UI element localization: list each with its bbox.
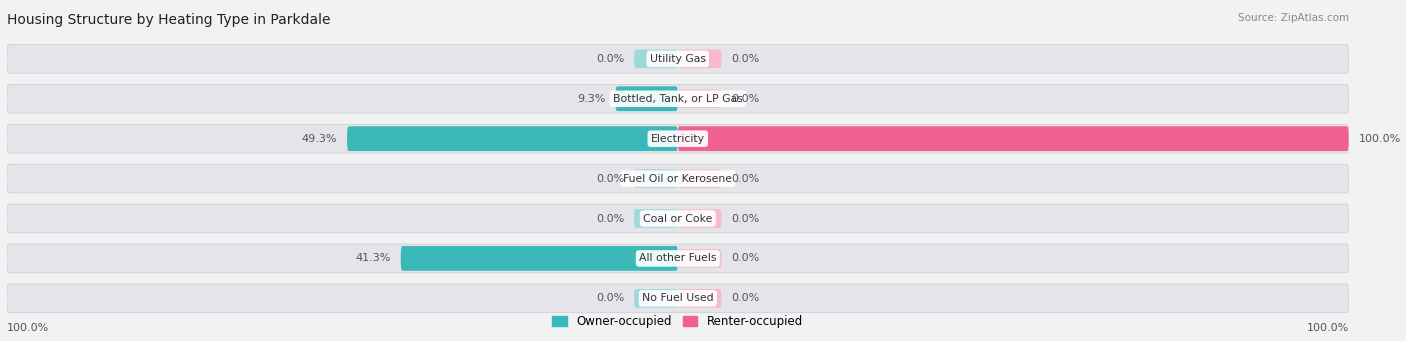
- FancyBboxPatch shape: [634, 289, 678, 308]
- Text: 0.0%: 0.0%: [731, 293, 759, 303]
- FancyBboxPatch shape: [678, 89, 721, 108]
- Text: 0.0%: 0.0%: [731, 253, 759, 264]
- FancyBboxPatch shape: [634, 169, 678, 188]
- Text: 0.0%: 0.0%: [731, 213, 759, 223]
- Text: Coal or Coke: Coal or Coke: [643, 213, 713, 223]
- FancyBboxPatch shape: [678, 49, 721, 68]
- Text: Fuel Oil or Kerosene: Fuel Oil or Kerosene: [623, 174, 733, 183]
- FancyBboxPatch shape: [678, 209, 721, 228]
- Text: 0.0%: 0.0%: [596, 213, 624, 223]
- Text: All other Fuels: All other Fuels: [640, 253, 717, 264]
- Text: 100.0%: 100.0%: [7, 323, 49, 333]
- Text: 0.0%: 0.0%: [596, 54, 624, 64]
- FancyBboxPatch shape: [7, 284, 1348, 313]
- Text: 0.0%: 0.0%: [731, 54, 759, 64]
- FancyBboxPatch shape: [401, 246, 678, 271]
- Text: 0.0%: 0.0%: [731, 94, 759, 104]
- Text: 49.3%: 49.3%: [301, 134, 337, 144]
- Text: Housing Structure by Heating Type in Parkdale: Housing Structure by Heating Type in Par…: [7, 13, 330, 27]
- Text: 100.0%: 100.0%: [1358, 134, 1400, 144]
- Legend: Owner-occupied, Renter-occupied: Owner-occupied, Renter-occupied: [548, 310, 808, 333]
- Text: Source: ZipAtlas.com: Source: ZipAtlas.com: [1237, 13, 1348, 23]
- Text: 0.0%: 0.0%: [596, 174, 624, 183]
- FancyBboxPatch shape: [7, 124, 1348, 153]
- FancyBboxPatch shape: [678, 169, 721, 188]
- FancyBboxPatch shape: [678, 249, 721, 268]
- Text: 0.0%: 0.0%: [731, 174, 759, 183]
- FancyBboxPatch shape: [7, 84, 1348, 113]
- FancyBboxPatch shape: [347, 126, 678, 151]
- FancyBboxPatch shape: [634, 209, 678, 228]
- FancyBboxPatch shape: [7, 44, 1348, 73]
- FancyBboxPatch shape: [7, 164, 1348, 193]
- FancyBboxPatch shape: [634, 49, 678, 68]
- FancyBboxPatch shape: [678, 126, 1348, 151]
- Text: No Fuel Used: No Fuel Used: [643, 293, 714, 303]
- Text: Bottled, Tank, or LP Gas: Bottled, Tank, or LP Gas: [613, 94, 742, 104]
- Text: 0.0%: 0.0%: [596, 293, 624, 303]
- Text: Electricity: Electricity: [651, 134, 704, 144]
- Text: 9.3%: 9.3%: [576, 94, 606, 104]
- FancyBboxPatch shape: [7, 204, 1348, 233]
- Text: 100.0%: 100.0%: [1306, 323, 1348, 333]
- Text: 41.3%: 41.3%: [356, 253, 391, 264]
- FancyBboxPatch shape: [678, 289, 721, 308]
- FancyBboxPatch shape: [7, 244, 1348, 273]
- FancyBboxPatch shape: [616, 86, 678, 111]
- Text: Utility Gas: Utility Gas: [650, 54, 706, 64]
